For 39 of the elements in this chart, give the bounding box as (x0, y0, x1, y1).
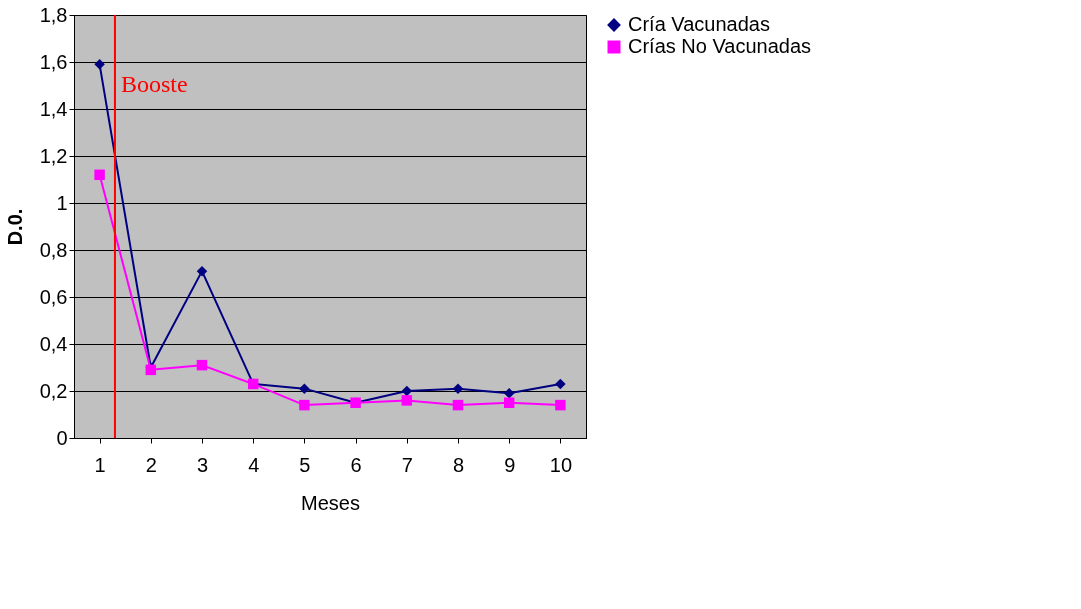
point (299, 383, 310, 394)
y-tick-label: 0,8 (39, 238, 68, 261)
y-tick-label: 0 (56, 426, 68, 449)
point (94, 169, 105, 181)
x-tick-label: 6 (350, 453, 362, 476)
y-tick-label: 1 (56, 191, 68, 214)
y-tick-label: 0,6 (39, 285, 68, 308)
x-tick-label: 10 (549, 453, 573, 476)
y-tick-label: 0,4 (39, 332, 68, 355)
x-tick-label: 8 (452, 453, 465, 476)
point (555, 378, 566, 390)
point (401, 395, 413, 406)
x-tick-label: 3 (196, 453, 209, 476)
x-tick-label: 1 (94, 453, 106, 476)
point (452, 399, 464, 411)
x-tick-label: 4 (248, 453, 260, 476)
x-tick-label: 7 (401, 453, 413, 476)
y-tick-label: 1,2 (39, 144, 68, 167)
y-axis-title: D.0. (3, 208, 26, 246)
point (555, 399, 566, 411)
point (503, 388, 515, 399)
point (452, 383, 464, 394)
point (299, 399, 310, 411)
x-axis-title: Meses (301, 491, 360, 514)
x-tick-label: 5 (299, 453, 311, 476)
point (94, 59, 105, 70)
point (196, 265, 208, 277)
legend-label: Cría Vacunadas (628, 13, 770, 35)
y-tick-label: 1,6 (39, 50, 68, 73)
x-tick-label: 2 (145, 453, 157, 476)
y-tick-label: 1,4 (39, 97, 68, 120)
point (503, 397, 515, 408)
point (401, 385, 413, 397)
x-tick-label: 9 (504, 453, 516, 476)
ref-line-label: Booste (120, 71, 188, 97)
legend-label: Crías No Vacunadas (628, 35, 812, 57)
point (196, 359, 208, 371)
y-tick-label: 1,8 (39, 3, 68, 26)
y-tick-label: 0,2 (39, 379, 68, 402)
